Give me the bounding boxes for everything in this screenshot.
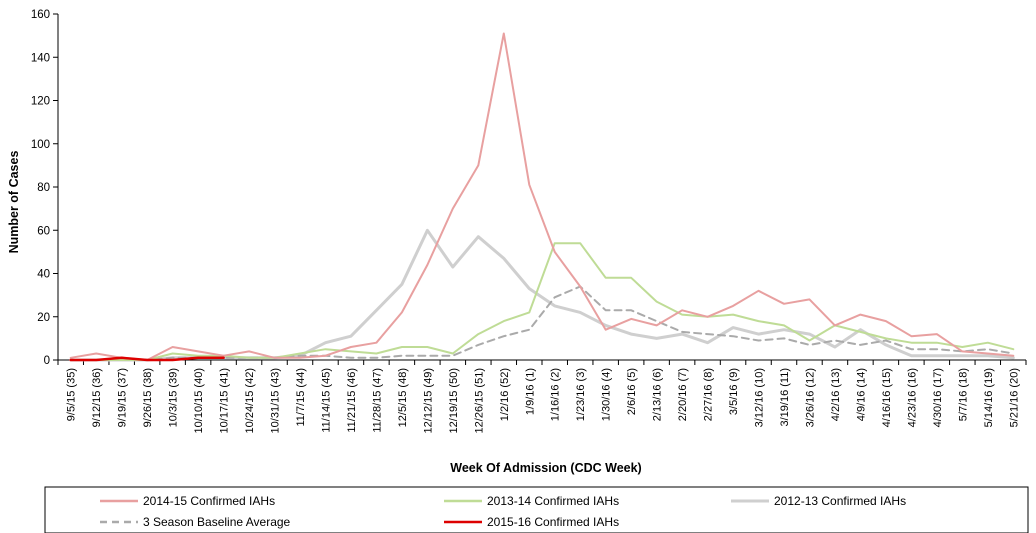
y-tick-label: 80 bbox=[37, 182, 50, 194]
x-tick-label: 11/14/15 (45) bbox=[320, 368, 332, 433]
x-tick-label: 2/27/16 (8) bbox=[703, 368, 715, 421]
x-tick-label: 4/2/16 (13) bbox=[830, 368, 842, 421]
legend-box bbox=[44, 486, 1029, 533]
x-tick-label: 3/19/16 (11) bbox=[779, 368, 791, 427]
x-tick-label: 10/24/15 (42) bbox=[244, 368, 256, 433]
x-tick-label: 4/30/16 (17) bbox=[932, 368, 944, 427]
x-tick-label: 4/23/16 (16) bbox=[906, 368, 918, 427]
series-line-0 bbox=[69, 32, 1015, 361]
x-tick-label: 11/28/15 (47) bbox=[371, 368, 383, 433]
x-tick-label: 1/9/16 (1) bbox=[524, 368, 536, 415]
x-tick-label: 10/3/15 (39) bbox=[168, 368, 180, 427]
x-tick-label: 4/16/16 (15) bbox=[881, 368, 893, 427]
x-tick-label: 1/2/16 (52) bbox=[499, 368, 511, 421]
x-tick-label: 2/13/16 (6) bbox=[652, 368, 664, 421]
x-tick-label: 12/19/15 (50) bbox=[448, 368, 460, 433]
x-tick-label: 9/19/15 (37) bbox=[117, 368, 129, 427]
x-tick-label: 1/30/16 (4) bbox=[601, 368, 613, 421]
x-tick-label: 9/26/15 (38) bbox=[142, 368, 154, 427]
x-tick-label: 4/9/16 (14) bbox=[855, 368, 867, 421]
legend-label-0: 2014-15 Confirmed IAHs bbox=[143, 494, 275, 508]
x-tick-label: 9/12/15 (36) bbox=[91, 368, 103, 427]
y-tick-label: 140 bbox=[31, 52, 50, 64]
series-line-1 bbox=[69, 242, 1015, 361]
x-tick-label: 2/6/16 (5) bbox=[626, 368, 638, 415]
y-tick-label: 60 bbox=[37, 225, 50, 237]
x-tick-label: 3/26/16 (12) bbox=[804, 368, 816, 427]
legend-label-2: 2012-13 Confirmed IAHs bbox=[774, 494, 906, 508]
axes bbox=[53, 13, 1027, 365]
y-tick-label: 40 bbox=[37, 269, 50, 281]
series-line-2 bbox=[69, 228, 1015, 362]
x-tick-label: 5/14/16 (19) bbox=[983, 368, 995, 427]
x-tick-label: 12/5/15 (48) bbox=[397, 368, 409, 427]
x-tick-label: 10/31/15 (43) bbox=[270, 368, 282, 433]
x-tick-label: 3/5/16 (9) bbox=[728, 368, 740, 415]
x-tick-label: 11/21/15 (46) bbox=[346, 368, 358, 433]
y-tick-label: 160 bbox=[31, 9, 50, 21]
x-tick-label: 10/10/15 (40) bbox=[193, 368, 205, 433]
x-tick-label: 1/23/16 (3) bbox=[575, 368, 587, 421]
y-axis-label: Number of Cases bbox=[7, 151, 21, 254]
series-line-3 bbox=[69, 285, 1015, 361]
legend-label-4: 2015-16 Confirmed IAHs bbox=[487, 515, 619, 529]
y-tick-label: 20 bbox=[37, 312, 50, 324]
x-tick-label: 3/12/16 (10) bbox=[754, 368, 766, 427]
x-tick-label: 11/7/15 (44) bbox=[295, 368, 307, 427]
legend-label-3: 3 Season Baseline Average bbox=[143, 515, 291, 529]
series-line-4 bbox=[69, 356, 225, 362]
x-tick-label: 12/26/15 (51) bbox=[473, 368, 485, 433]
y-tick-label: 0 bbox=[44, 355, 50, 367]
y-tick-label: 100 bbox=[31, 139, 50, 151]
x-tick-label: 5/7/16 (18) bbox=[957, 368, 969, 421]
y-tick-label: 120 bbox=[31, 96, 50, 108]
x-tick-label: 10/17/15 (41) bbox=[219, 368, 231, 433]
x-tick-label: 5/21/16 (20) bbox=[1008, 368, 1020, 427]
x-tick-label: 12/12/15 (49) bbox=[422, 368, 434, 433]
x-tick-label: 9/5/15 (35) bbox=[66, 368, 78, 421]
x-tick-label: 2/20/16 (7) bbox=[677, 368, 689, 421]
legend: 2014-15 Confirmed IAHs 2013-14 Confirmed … bbox=[44, 486, 1029, 533]
tick-labels: 0 20 40 60 80 100 120 140 160 9/5/15 (35) 9/12/15 … bbox=[31, 9, 1020, 433]
series-lines bbox=[69, 32, 1015, 362]
x-axis-label: Week Of Admission (CDC Week) bbox=[450, 461, 641, 475]
x-tick-label: 1/16/16 (2) bbox=[550, 368, 562, 421]
legend-label-1: 2013-14 Confirmed IAHs bbox=[487, 494, 619, 508]
